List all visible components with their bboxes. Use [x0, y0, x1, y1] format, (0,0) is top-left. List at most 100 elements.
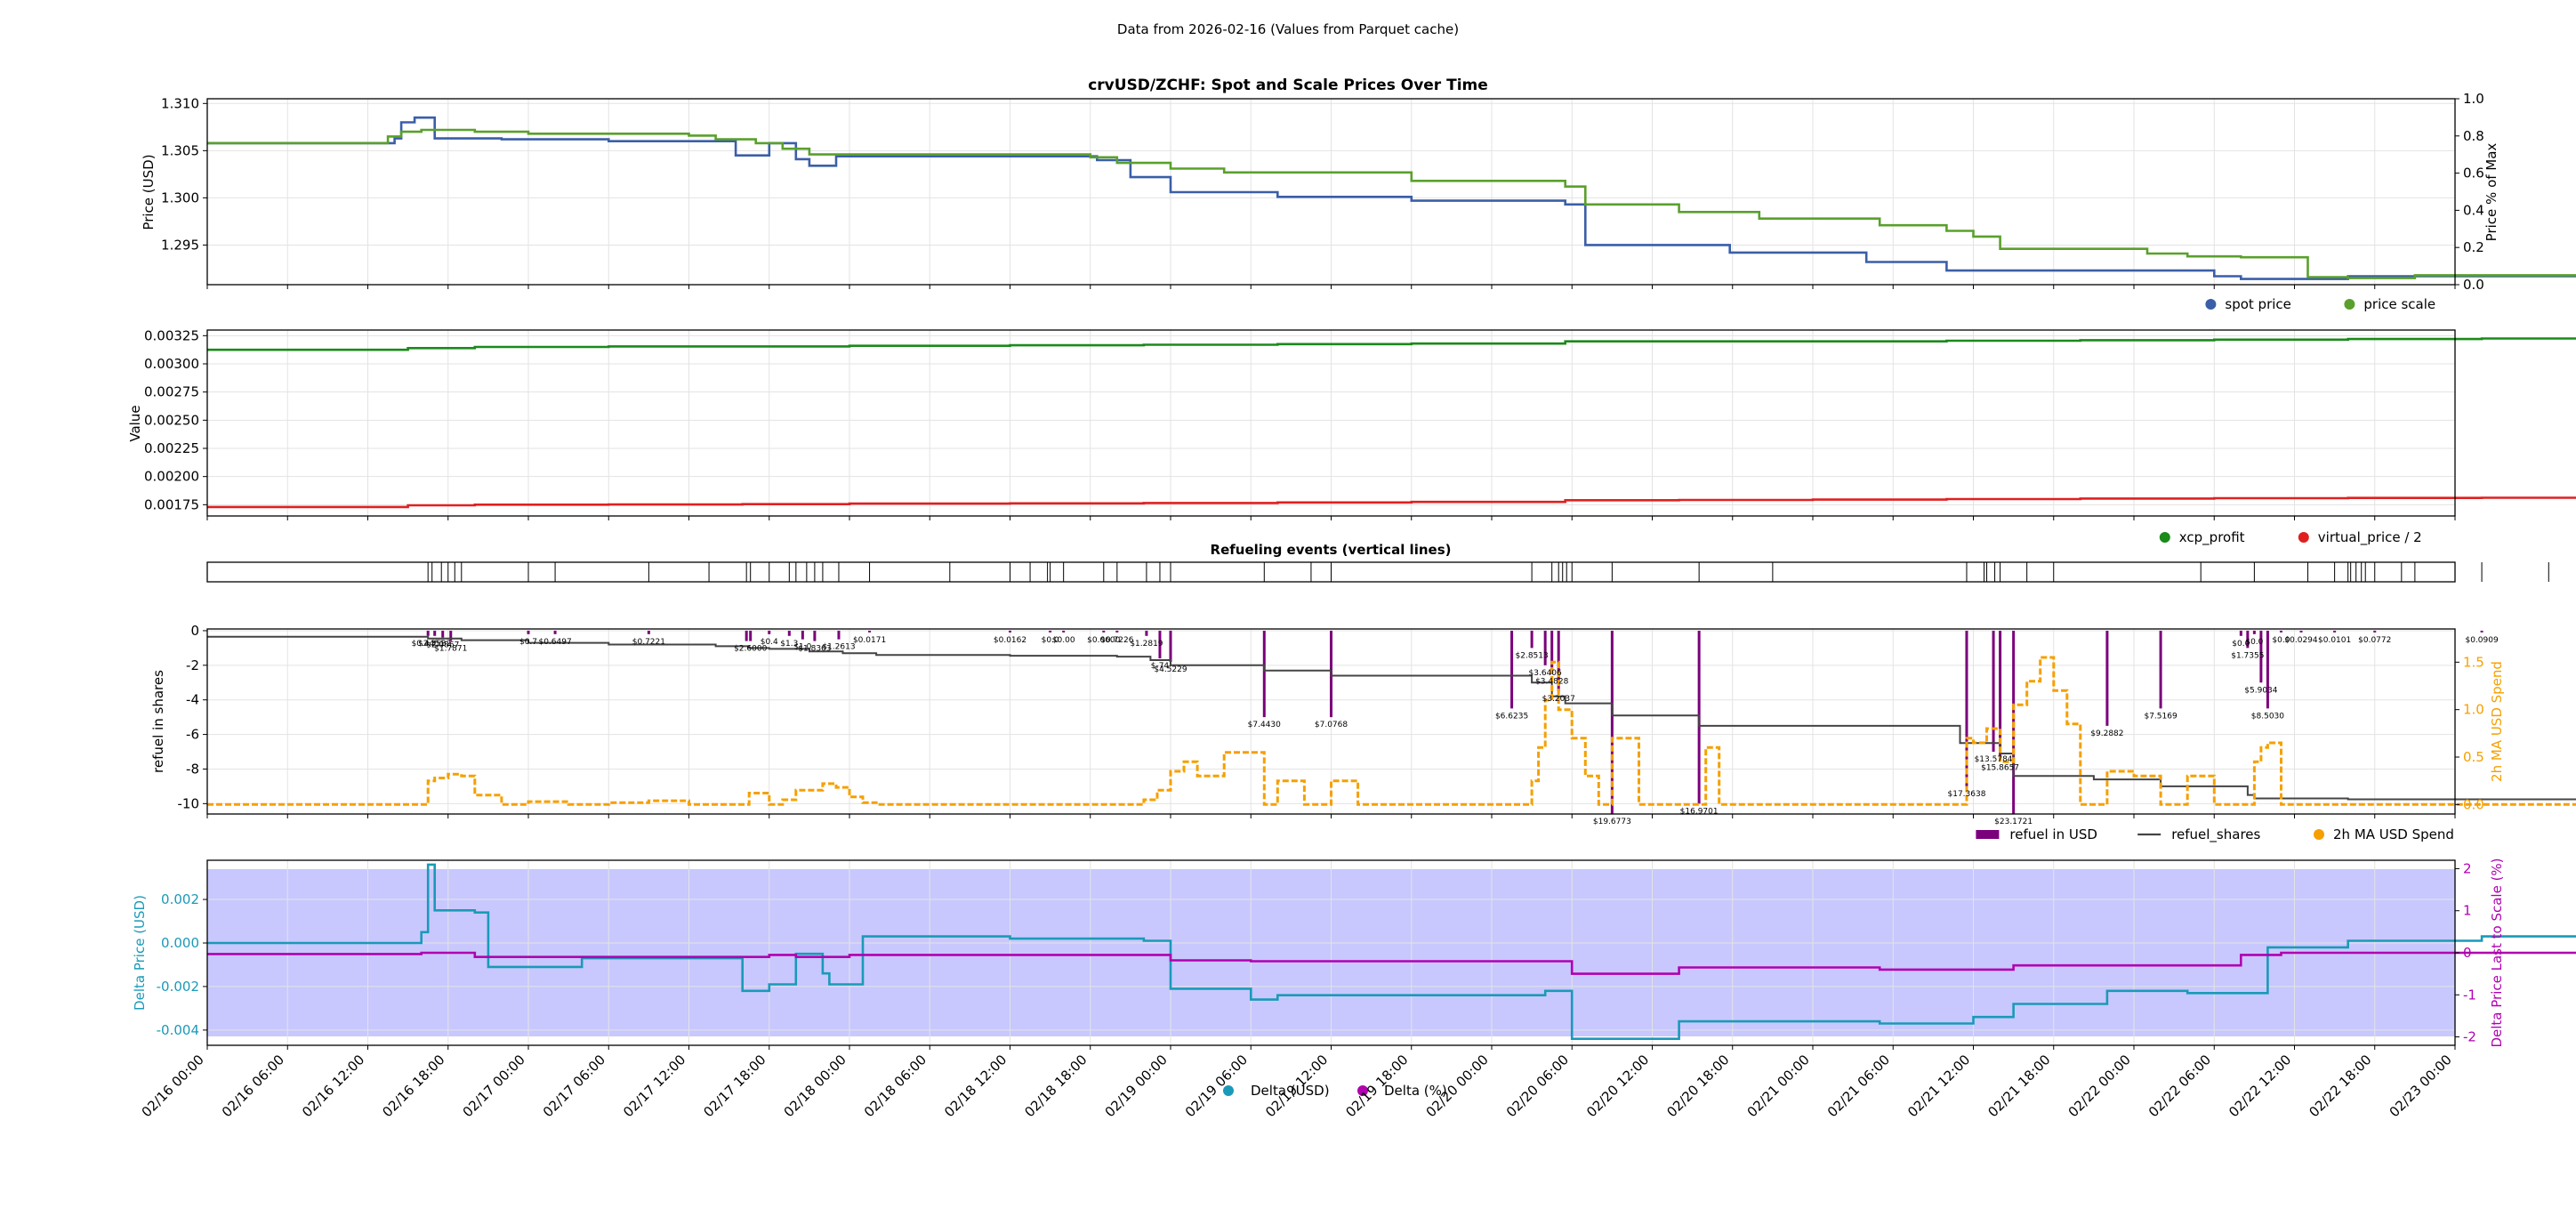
x-tick-label: 02/16 00:00: [139, 1052, 207, 1120]
refuel-usd-bar-label: $1.2819: [1130, 640, 1163, 649]
x-tick-label: 02/18 00:00: [781, 1052, 849, 1120]
panel1-legend-marker: [2205, 299, 2217, 310]
panel2-series-xcp-profit: [207, 337, 2576, 351]
panel1-y2tick-label: 0.4: [2463, 202, 2484, 218]
panel5-y2tick-label: -2: [2463, 1029, 2476, 1045]
x-tick-label: 02/16 18:00: [379, 1052, 447, 1120]
panel1-ytick-label: 1.310: [161, 95, 199, 111]
refuel-usd-bar-label: $6.6235: [1495, 712, 1528, 721]
panel5-legend-marker: [1223, 1085, 1234, 1096]
panel4-y2tick-label: 1.0: [2463, 702, 2484, 718]
refuel-usd-bar-label: $3.2037: [1542, 695, 1575, 704]
x-tick-label: 02/17 06:00: [540, 1052, 608, 1120]
panel1-ylabel: Price (USD): [141, 154, 157, 230]
panel1-frame: [206, 98, 2456, 286]
refuel-usd-bar-label: $16.9701: [1680, 807, 1719, 816]
panel5-y2tick-label: 1: [2463, 903, 2472, 919]
refuel-usd-bar-label: $2.8513: [1516, 651, 1549, 660]
panel1-legend-label: spot price: [2225, 296, 2291, 312]
refuel-usd-bar-label: $0.0: [2232, 640, 2250, 649]
panel1-y2tick-label: 1.0: [2463, 91, 2484, 107]
refuel-usd-bar-label: $-74: [1151, 662, 1170, 671]
refuel-usd-bar-label: $15.8657: [1981, 764, 2019, 773]
refuel-usd-bar-label: $0.4451: [412, 640, 445, 649]
x-tick-label: 02/19 06:00: [1182, 1052, 1251, 1120]
refuel-usd-bar-label: $19.6773: [1593, 818, 1631, 826]
x-tick-label: 02/22 12:00: [2226, 1052, 2294, 1120]
x-tick-label: 02/22 00:00: [2065, 1052, 2134, 1120]
refuel-usd-bar-label: $1.0: [793, 643, 811, 652]
panel4-legend-label: 2h MA USD Spend: [2333, 826, 2454, 842]
panel2-ytick-label: 0.00225: [144, 440, 199, 456]
panel4-legend-marker: [1976, 830, 2000, 839]
refuel-usd-bar-label: $0.0600: [1087, 636, 1120, 645]
panel4-legend-marker: [2314, 829, 2324, 840]
refuel-usd-bar-label: $1.7355: [2231, 651, 2264, 660]
refuel-usd-bar-label: $0.00: [1052, 636, 1075, 645]
panel1-series-spot-price: [207, 116, 2576, 280]
panel4-ylabel: refuel in shares: [150, 670, 166, 773]
panel3-frame: [206, 561, 2456, 583]
panel2-series-virtual-price: [207, 496, 2576, 509]
x-tick-label: 02/23 00:00: [2387, 1052, 2455, 1120]
refuel-usd-bar-label: $3.6406: [1529, 669, 1562, 678]
panel4-ytick-label: 0: [190, 623, 199, 639]
panel5-series-delta-pct: [207, 951, 2576, 975]
refuel-usd-bar-label: $17.3638: [1948, 790, 1986, 799]
refuel-usd-bar-label: $9.2882: [2090, 729, 2123, 738]
panel5-ytick-label: -0.004: [157, 1022, 199, 1038]
panel1-ytick-label: 1.295: [161, 237, 199, 253]
refuel-usd-bar-label: $1.2613: [822, 643, 855, 652]
panel3-title: Refueling events (vertical lines): [1211, 542, 1452, 558]
x-tick-label: 02/21 18:00: [1984, 1052, 2053, 1120]
panel2-legend-marker: [2159, 532, 2170, 543]
refuel-usd-bar-label: $2.6000: [734, 645, 767, 654]
refuel-usd-bar-label: $0.0162: [994, 636, 1026, 645]
panel4-legend-label: refuel in USD: [2009, 826, 2097, 842]
refuel-usd-bar-label: $0.0: [2245, 638, 2263, 647]
refuel-usd-bar-label: $7.4430: [1248, 721, 1281, 729]
refuel-usd-bar-label: $0.0772: [2358, 636, 2391, 645]
x-tick-label: 02/17 18:00: [700, 1052, 769, 1120]
panel1-title: crvUSD/ZCHF: Spot and Scale Prices Over …: [1088, 77, 1488, 94]
panel2-legend-label: xcp_profit: [2179, 529, 2245, 546]
x-tick-label: 02/20 06:00: [1503, 1052, 1572, 1120]
refuel-usd-bar-label: $4.5229: [1154, 665, 1187, 674]
x-tick-label: 02/20 18:00: [1663, 1052, 1732, 1120]
panel5-ylabel: Delta Price (USD): [132, 895, 148, 1011]
refuel-usd-bar-label: $0.4: [761, 638, 778, 647]
panel5-ytick-label: -0.002: [157, 979, 199, 995]
panel1-y2tick-label: 0.8: [2463, 128, 2484, 144]
refuel-usd-bar-label: $8.5030: [2251, 712, 2284, 721]
refuel-usd-bar-label: $1.3: [780, 640, 798, 649]
panel5-frame: [206, 859, 2456, 1046]
refuel-usd-bar-label: $0.6497: [538, 638, 571, 647]
panel5-y2tick-label: 0: [2463, 945, 2472, 961]
panel1-legend-label: price scale: [2363, 296, 2435, 312]
refuel-usd-bar-label: $0.0294: [2284, 636, 2317, 645]
panel4-series-refuel-shares: [207, 635, 2576, 801]
header-caption: Data from 2026-02-16 (Values from Parque…: [1117, 21, 1459, 37]
x-tick-label: 02/21 12:00: [1904, 1052, 1973, 1120]
panel1-series-price-scale: [207, 128, 2576, 279]
panel1-y2tick-label: 0.0: [2463, 277, 2484, 293]
panel2-ytick-label: 0.00175: [144, 496, 199, 512]
refuel-usd-bar-label: $0.0101: [2318, 636, 2351, 645]
panel1-y2label: Price % of Max: [2483, 143, 2500, 242]
panel4-ytick-label: -8: [186, 761, 199, 777]
panel4-ytick-label: -6: [186, 727, 199, 743]
panel1-ytick-label: 1.300: [161, 189, 199, 206]
x-tick-label: 02/19 00:00: [1102, 1052, 1171, 1120]
x-tick-label: 02/16 06:00: [219, 1052, 287, 1120]
panel1-y2tick-label: 0.2: [2463, 239, 2484, 255]
x-tick-label: 02/18 18:00: [1021, 1052, 1090, 1120]
refuel-usd-bar-label: $1.7871: [434, 645, 467, 654]
panel4-y2tick-label: 0.0: [2463, 796, 2484, 812]
panel4-ytick-label: -10: [178, 795, 200, 811]
refuel-usd-bar-label: $5.9034: [2244, 686, 2277, 695]
refuel-usd-bar-label: $13.5784: [1975, 755, 2013, 764]
panel5-y2tick-label: 2: [2463, 860, 2472, 876]
panel5-legend-label: Delta (%): [1384, 1083, 1447, 1099]
panel2-legend-label: virtual_price / 2: [2318, 529, 2422, 546]
refuel-usd-bar-label: $0.0171: [853, 636, 886, 645]
